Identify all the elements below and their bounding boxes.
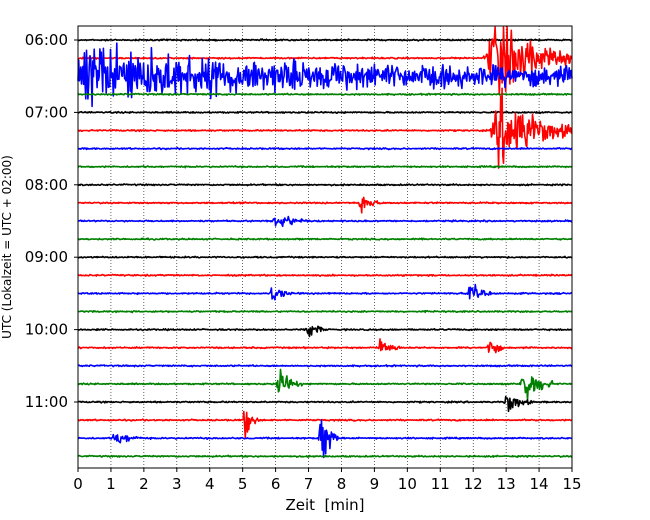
seismogram-traces [77, 26, 573, 459]
x-tick-label: 7 [304, 475, 314, 493]
x-tick-label: 4 [205, 475, 215, 493]
x-tick-label: 12 [464, 475, 483, 493]
trace-1100 [77, 395, 573, 413]
trace-0645 [77, 92, 573, 96]
x-tick-label: 0 [73, 475, 83, 493]
trace-1000 [77, 325, 573, 338]
x-axis-ticks: 0 1 2 3 4 5 6 7 8 9 10 11 12 13 14 15 [73, 468, 582, 493]
y-tick-label: 07:00 [25, 103, 68, 121]
trace-0745 [77, 165, 573, 169]
trace-0830 [77, 215, 573, 228]
y-tick-label: 08:00 [25, 176, 68, 194]
y-tick-label: 09:00 [25, 248, 68, 266]
trace-1115 [77, 410, 573, 439]
x-tick-label: 6 [271, 475, 281, 493]
trace-0930 [77, 283, 573, 301]
trace-0815 [77, 196, 573, 214]
trace-0700 [77, 110, 573, 115]
plot-frame [77, 25, 573, 469]
trace-0915 [77, 273, 573, 278]
trace-0630 [77, 42, 573, 108]
x-tick-label: 13 [497, 475, 516, 493]
x-tick-label: 5 [238, 475, 248, 493]
trace-1130 [77, 419, 573, 459]
x-tick-label: 3 [172, 475, 182, 493]
trace-0845 [77, 237, 573, 241]
y-tick-label: 06:00 [25, 31, 68, 49]
x-tick-label: 9 [370, 475, 380, 493]
x-tick-label: 14 [530, 475, 549, 493]
trace-0900 [77, 255, 573, 259]
x-tick-label: 8 [337, 475, 347, 493]
trace-1045 [77, 368, 573, 401]
x-axis-label: Zeit [min] [285, 496, 364, 514]
trace-0600 [77, 38, 573, 42]
trace-0615 [77, 26, 573, 96]
trace-1145 [77, 454, 573, 458]
trace-1030 [77, 364, 573, 368]
trace-1015 [77, 338, 573, 354]
trace-0730 [77, 146, 573, 151]
y-axis-ticks: 06:00 07:00 08:00 09:00 10:00 11:00 [25, 31, 78, 411]
x-tick-label: 10 [398, 475, 417, 493]
trace-0945 [77, 309, 573, 314]
x-tick-label: 15 [562, 475, 581, 493]
y-axis-label: UTC (Lokalzeit = UTC + 02:00) [0, 155, 14, 339]
x-tick-label: 11 [431, 475, 450, 493]
y-tick-label: 10:00 [25, 321, 68, 339]
x-tick-label: 2 [139, 475, 149, 493]
x-tick-label: 1 [106, 475, 116, 493]
trace-0715 [77, 87, 573, 169]
y-tick-label: 11:00 [25, 393, 68, 411]
trace-0800 [77, 183, 573, 187]
